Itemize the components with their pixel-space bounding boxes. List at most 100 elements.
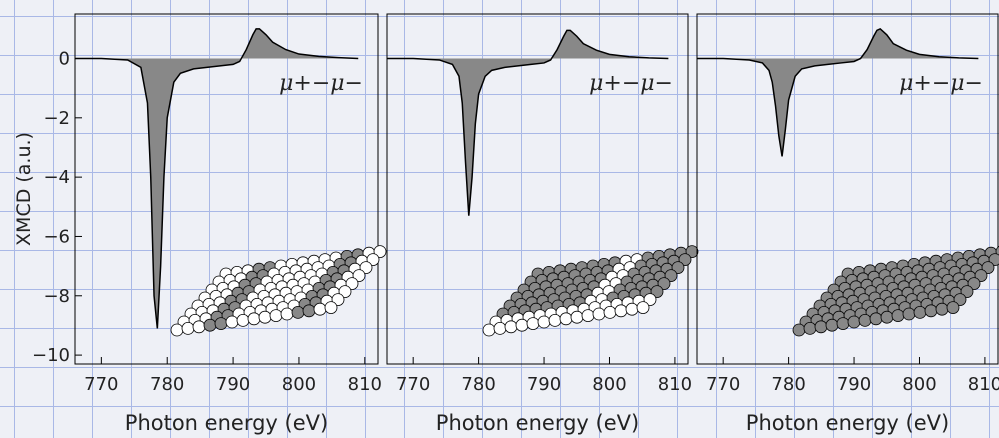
atom (366, 253, 380, 267)
atom (302, 304, 316, 318)
atom (858, 313, 872, 327)
atom (269, 309, 283, 323)
atom (225, 315, 239, 329)
atom (924, 304, 938, 318)
atom (280, 307, 294, 321)
atom (170, 323, 184, 337)
atom (869, 312, 883, 326)
atom (836, 317, 850, 331)
atom (570, 310, 584, 324)
atom (614, 304, 628, 318)
atom (504, 320, 518, 334)
atom (236, 313, 250, 327)
annotation: μ+−μ− (279, 71, 363, 96)
atom (592, 307, 606, 321)
atom (324, 301, 338, 315)
lattice-illustration (170, 245, 387, 337)
atom (345, 277, 359, 291)
atom (974, 269, 988, 283)
atom (331, 293, 345, 307)
spectrum-line (75, 28, 359, 329)
atom (935, 302, 949, 316)
atom (960, 285, 974, 299)
x-tick-label: 770 (396, 374, 430, 395)
atom (643, 293, 657, 307)
plot-frame (386, 13, 689, 365)
plot-frame (696, 13, 999, 365)
y-tick-label: −8 (43, 286, 70, 307)
area-fill (387, 30, 669, 216)
x-axis-label: Photon energy (eV) (125, 411, 328, 435)
x-tick-label: 790 (527, 374, 561, 395)
lattice-illustration (792, 245, 999, 337)
y-axis-label: XMCD (a.u.) (13, 132, 35, 246)
atom (636, 301, 650, 315)
y-tick-label: −10 (32, 345, 70, 366)
y-tick-label: −6 (43, 226, 70, 247)
atom (814, 320, 828, 334)
x-tick-label: 810 (968, 374, 999, 395)
atom (891, 309, 905, 323)
atom (625, 302, 639, 316)
annotation: μ+−μ− (899, 71, 983, 96)
atom (548, 313, 562, 327)
x-axis-label: Photon energy (eV) (746, 411, 949, 435)
y-tick-label: 0 (59, 48, 70, 69)
atom (291, 305, 305, 319)
atom (981, 261, 995, 275)
atom (825, 318, 839, 332)
atom (559, 312, 573, 326)
atom (913, 305, 927, 319)
x-tick-label: 770 (84, 374, 118, 395)
x-axis-label: Photon energy (eV) (436, 411, 639, 435)
atom (537, 315, 551, 329)
atom (338, 285, 352, 299)
atom (678, 253, 692, 267)
atom (847, 315, 861, 329)
atom (214, 317, 228, 331)
x-tick-label: 780 (771, 374, 805, 395)
x-tick-label: 810 (658, 374, 692, 395)
atom (313, 302, 327, 316)
x-tick-label: 800 (282, 374, 316, 395)
atom (685, 245, 699, 259)
y-tick-label: −2 (43, 108, 70, 129)
area-fill (697, 28, 979, 157)
atom (515, 318, 529, 332)
atom (953, 293, 967, 307)
atom (803, 321, 817, 335)
annotation: μ+−μ− (589, 71, 673, 96)
x-tick-label: 790 (216, 374, 250, 395)
atom (258, 310, 272, 324)
atom (657, 277, 671, 291)
x-tick-label: 780 (150, 374, 184, 395)
atom (792, 323, 806, 337)
atom (967, 277, 981, 291)
plot-frame (74, 13, 379, 365)
atom (946, 301, 960, 315)
atom (203, 318, 217, 332)
atom (493, 321, 507, 335)
x-tick-label: 800 (592, 374, 626, 395)
atom (902, 307, 916, 321)
spectrum-line (387, 29, 669, 216)
atom (373, 245, 387, 259)
x-tick-label: 780 (461, 374, 495, 395)
atom (526, 317, 540, 331)
x-tick-label: 790 (837, 374, 871, 395)
spectrum-line (697, 27, 979, 157)
atom (603, 305, 617, 319)
atom (247, 312, 261, 326)
atom (650, 285, 664, 299)
atom (581, 309, 595, 323)
atom (880, 310, 894, 324)
x-tick-label: 800 (902, 374, 936, 395)
atom (352, 269, 366, 283)
x-tick-label: 770 (706, 374, 740, 395)
atom (359, 261, 373, 275)
x-tick-label: 810 (348, 374, 382, 395)
atom (181, 321, 195, 335)
lattice-illustration (482, 245, 699, 337)
